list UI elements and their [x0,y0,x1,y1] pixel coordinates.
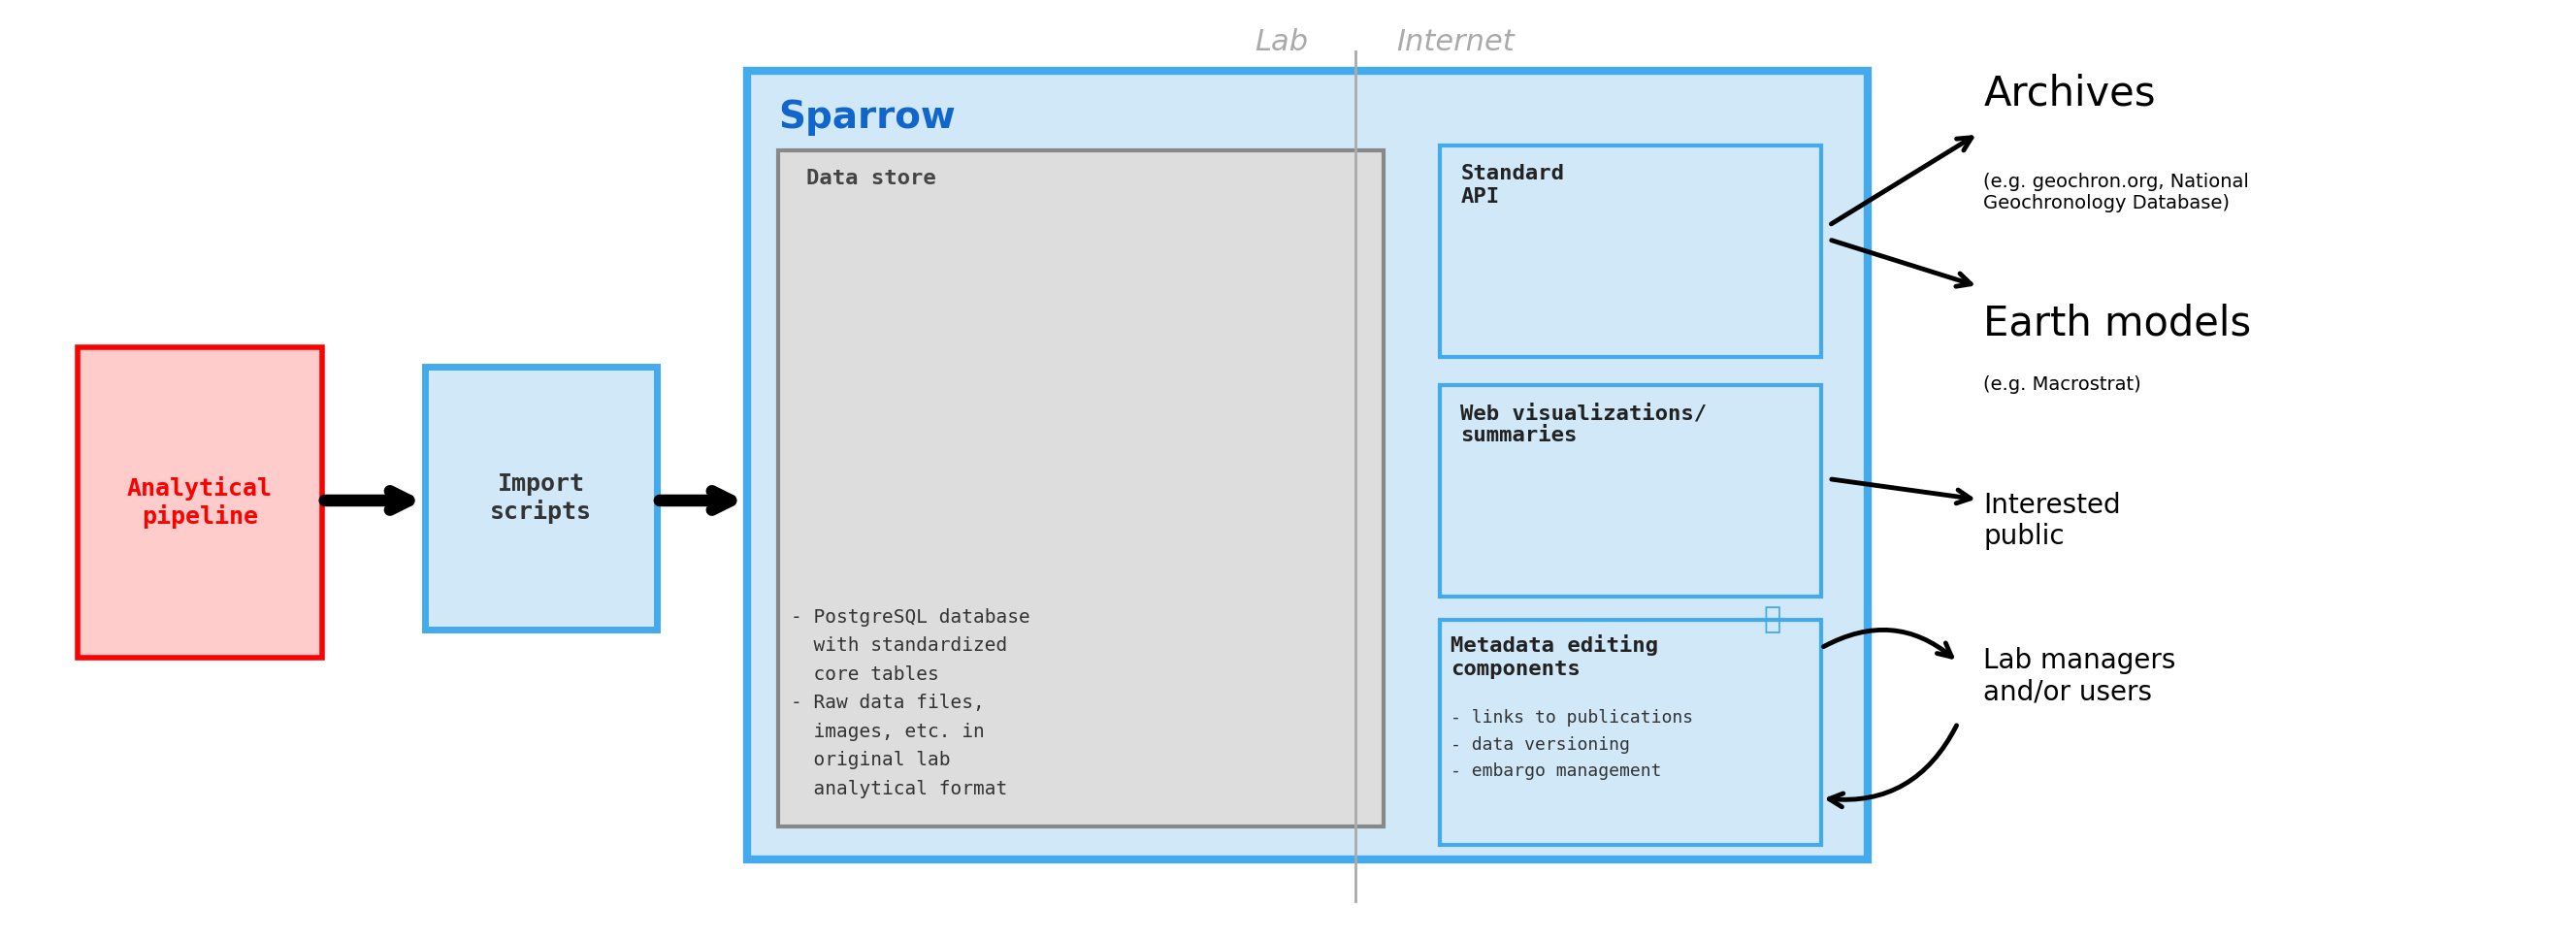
Text: Web visualizations/
summaries: Web visualizations/ summaries [1461,404,1708,446]
Text: Lab managers
and/or users: Lab managers and/or users [1984,647,2177,705]
Text: - PostgreSQL database
  with standardized
  core tables
- Raw data files,
  imag: - PostgreSQL database with standardized … [791,608,1030,798]
Text: (e.g. geochron.org, National
Geochronology Database): (e.g. geochron.org, National Geochronolo… [1984,173,2249,212]
FancyBboxPatch shape [1440,385,1821,596]
Text: Analytical
pipeline: Analytical pipeline [126,476,273,529]
FancyBboxPatch shape [747,70,1868,859]
FancyBboxPatch shape [1440,620,1821,845]
Text: Internet: Internet [1396,28,1515,56]
FancyBboxPatch shape [425,366,657,629]
Text: Archives: Archives [1984,73,2156,115]
FancyBboxPatch shape [1440,146,1821,357]
FancyBboxPatch shape [778,150,1383,826]
Text: Standard
API: Standard API [1461,164,1564,207]
Text: 🔒: 🔒 [1765,606,1780,634]
Text: (e.g. Macrostrat): (e.g. Macrostrat) [1984,376,2141,394]
Text: Sparrow: Sparrow [778,99,956,136]
Text: Lab: Lab [1255,28,1309,56]
Text: Data store: Data store [806,169,935,188]
Text: Earth models: Earth models [1984,303,2251,345]
Text: - links to publications
- data versioning
- embargo management: - links to publications - data versionin… [1450,709,1692,780]
FancyBboxPatch shape [77,347,322,657]
Text: Import
scripts: Import scripts [489,472,592,523]
Text: Interested
public: Interested public [1984,492,2120,550]
Text: Metadata editing
components: Metadata editing components [1450,635,1659,679]
